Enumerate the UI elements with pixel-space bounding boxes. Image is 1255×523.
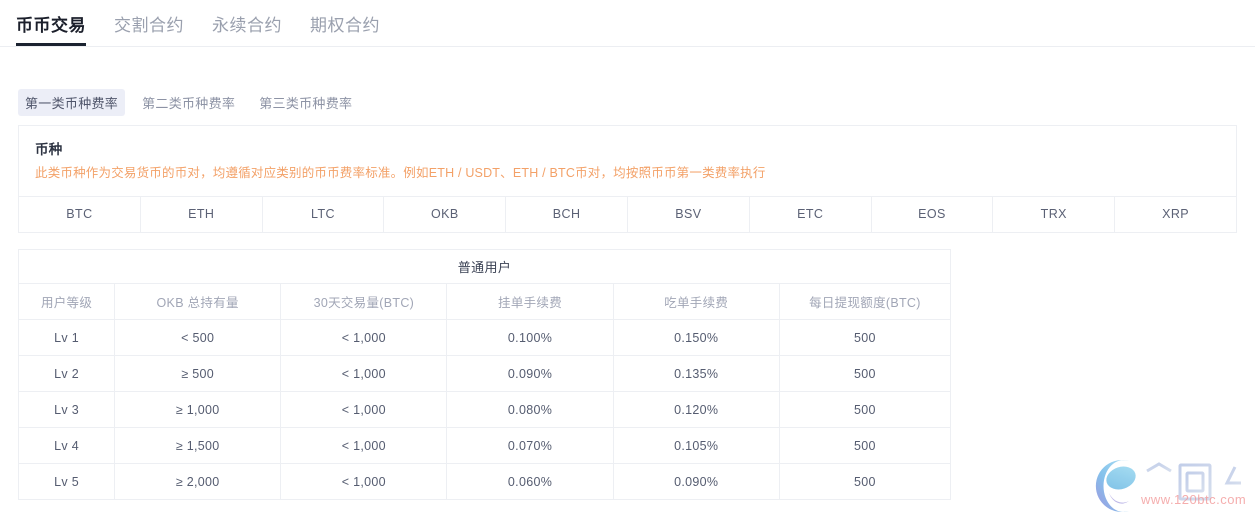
fee-header-30d-volume: 30天交易量(BTC) — [280, 283, 448, 320]
cell-maker-fee: 0.080% — [446, 391, 614, 428]
top-tab-label: 币币交易 — [16, 15, 86, 35]
site-watermark: www.120btc.com — [1085, 453, 1249, 521]
coin-cell[interactable]: ETH — [141, 196, 263, 232]
top-tab-perpetual[interactable]: 永续合约 — [212, 0, 282, 46]
fee-table-title: 普通用户 — [18, 249, 951, 284]
coin-card-title: 币种 — [35, 142, 63, 157]
top-tab-label: 永续合约 — [212, 15, 282, 35]
cell-taker-fee: 0.135% — [613, 355, 780, 392]
fee-table-header-row: 用户等级 OKB 总持有量 30天交易量(BTC) 挂单手续费 吃单手续费 每日… — [18, 283, 951, 320]
table-row: Lv 5 ≥ 2,000 < 1,000 0.060% 0.090% 500 — [18, 463, 951, 500]
top-tab-futures[interactable]: 交割合约 — [114, 0, 184, 46]
top-tab-spot[interactable]: 币币交易 — [16, 0, 86, 46]
cell-30d-volume: < 1,000 — [280, 319, 448, 356]
cell-daily-withdrawal: 500 — [779, 319, 951, 356]
cell-user-level: Lv 5 — [18, 463, 116, 500]
table-row: Lv 1 < 500 < 1,000 0.100% 0.150% 500 — [18, 319, 951, 356]
cell-maker-fee: 0.060% — [446, 463, 614, 500]
coin-cell[interactable]: XRP — [1162, 207, 1190, 221]
coin-cell[interactable]: BSV — [628, 196, 750, 232]
coin-card-description: 此类币种作为交易货币的币对，均遵循对应类别的币币费率标准。例如ETH / USD… — [35, 166, 766, 180]
cell-daily-withdrawal: 500 — [779, 355, 951, 392]
fee-header-user-level: 用户等级 — [18, 283, 116, 320]
coin-cell[interactable]: ETC — [750, 196, 872, 232]
cell-30d-volume: < 1,000 — [280, 427, 448, 464]
top-tab-label: 交割合约 — [114, 15, 184, 35]
coin-cell[interactable]: LTC — [263, 196, 385, 232]
cell-user-level: Lv 2 — [18, 355, 116, 392]
fee-header-taker-fee: 吃单手续费 — [613, 283, 780, 320]
fee-rate-table: 普通用户 用户等级 OKB 总持有量 30天交易量(BTC) 挂单手续费 吃单手… — [18, 249, 951, 500]
coin-cell[interactable]: EOS — [872, 196, 994, 232]
coin-card: 币种 此类币种作为交易货币的币对，均遵循对应类别的币币费率标准。例如ETH / … — [18, 125, 1237, 233]
cell-maker-fee: 0.090% — [446, 355, 614, 392]
table-row: Lv 3 ≥ 1,000 < 1,000 0.080% 0.120% 500 — [18, 391, 951, 428]
top-tab-options[interactable]: 期权合约 — [310, 0, 380, 46]
cell-okb-holding: ≥ 2,000 — [114, 463, 282, 500]
fee-header-maker-fee: 挂单手续费 — [446, 283, 614, 320]
cell-okb-holding: < 500 — [114, 319, 282, 356]
cell-30d-volume: < 1,000 — [280, 355, 448, 392]
cell-okb-holding: ≥ 1,000 — [114, 391, 282, 428]
cell-daily-withdrawal: 500 — [779, 391, 951, 428]
cell-30d-volume: < 1,000 — [280, 391, 448, 428]
cell-taker-fee: 0.120% — [613, 391, 780, 428]
fee-table-title-row: 普通用户 — [18, 249, 951, 284]
cell-user-level: Lv 4 — [18, 427, 116, 464]
cell-taker-fee: 0.150% — [613, 319, 780, 356]
watermark-logo-icon — [1095, 460, 1241, 512]
cell-user-level: Lv 1 — [18, 319, 116, 356]
coin-list-row: BTC ETH LTC OKB BCH BSV ETC EOS TRX XRP — [19, 196, 1236, 232]
fee-header-okb-holding: OKB 总持有量 — [114, 283, 282, 320]
top-tab-bar: 币币交易 交割合约 永续合约 期权合约 — [0, 0, 1255, 47]
fee-header-daily-withdrawal: 每日提现额度(BTC) — [779, 283, 951, 320]
coin-cell[interactable]: BCH — [506, 196, 628, 232]
table-row: Lv 4 ≥ 1,500 < 1,000 0.070% 0.105% 500 — [18, 427, 951, 464]
coin-cell[interactable]: OKB — [384, 196, 507, 232]
cell-daily-withdrawal: 500 — [854, 474, 876, 489]
coin-cell[interactable]: BTC — [19, 196, 141, 232]
sub-tab-class-1[interactable]: 第一类币种费率 — [18, 89, 126, 116]
table-row: Lv 2 ≥ 500 < 1,000 0.090% 0.135% 500 — [18, 355, 951, 392]
sub-tab-class-2[interactable]: 第二类币种费率 — [142, 96, 236, 111]
coin-cell[interactable]: TRX — [993, 196, 1116, 232]
cell-maker-fee: 0.070% — [446, 427, 614, 464]
watermark-url: www.120btc.com — [1141, 492, 1247, 507]
coin-class-tab-bar: 第一类币种费率 第二类币种费率 第三类币种费率 — [18, 89, 369, 116]
cell-taker-fee: 0.105% — [613, 427, 780, 464]
cell-30d-volume: < 1,000 — [280, 463, 448, 500]
cell-taker-fee: 0.090% — [613, 463, 780, 500]
coin-card-header: 币种 此类币种作为交易货币的币对，均遵循对应类别的币币费率标准。例如ETH / … — [19, 126, 1236, 197]
cell-daily-withdrawal: 500 — [779, 427, 951, 464]
cell-user-level: Lv 3 — [18, 391, 116, 428]
cell-maker-fee: 0.100% — [446, 319, 614, 356]
sub-tab-class-3[interactable]: 第三类币种费率 — [259, 96, 353, 111]
cell-okb-holding: ≥ 500 — [114, 355, 282, 392]
top-tab-label: 期权合约 — [310, 15, 380, 35]
cell-okb-holding: ≥ 1,500 — [114, 427, 282, 464]
